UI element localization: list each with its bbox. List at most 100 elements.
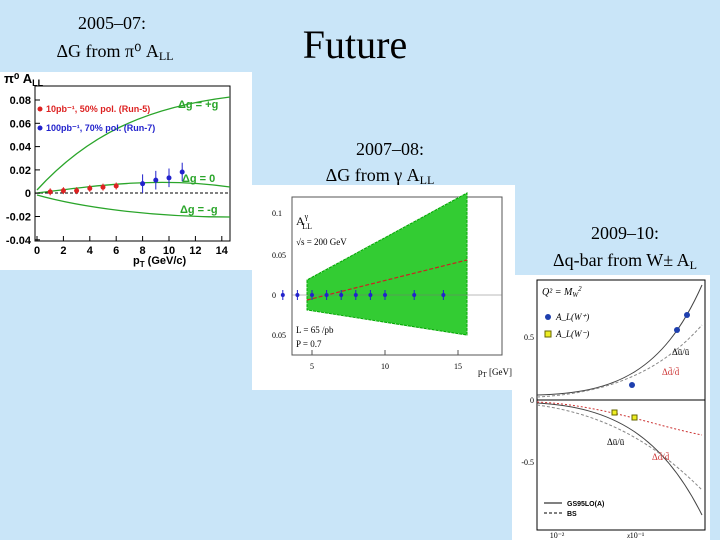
data-point bbox=[166, 175, 172, 181]
xlabel-rest: (GeV/c) bbox=[145, 255, 187, 267]
curve-label: Δg = +g bbox=[178, 99, 218, 111]
y-tick-label: 0 bbox=[530, 396, 534, 405]
plot-run5-7: π⁰ ALL Δg = +g Δg = 0 Δg = -g 10pb⁻¹, 50… bbox=[0, 71, 252, 270]
caption-text: ΔG from γ A bbox=[326, 165, 420, 185]
label: A bbox=[296, 214, 305, 228]
x-tick-label: 10 bbox=[381, 362, 389, 371]
plot-label: Q² = MW2 bbox=[542, 285, 582, 299]
model-label: GS95LO(A) bbox=[567, 501, 604, 508]
xlabel: p bbox=[478, 367, 483, 377]
label-sub: LL bbox=[302, 222, 312, 231]
legend-marker bbox=[544, 330, 552, 338]
x-tick-label: 10 bbox=[163, 245, 175, 257]
data-point bbox=[60, 188, 66, 194]
plot-bg bbox=[0, 72, 252, 270]
caption: Δq-bar from W± AL bbox=[553, 250, 697, 272]
slide-title: Future bbox=[303, 22, 407, 67]
annotation: Δū/ū bbox=[607, 437, 625, 447]
frame bbox=[291, 196, 503, 356]
legend-entry: 100pb⁻¹, 70% pol. (Run-7) bbox=[46, 123, 155, 133]
curve bbox=[36, 181, 231, 194]
data-point bbox=[339, 293, 344, 297]
data-point bbox=[441, 293, 446, 297]
decor-point bbox=[684, 312, 690, 318]
plot-w-boson: Q² = MW2 A_L(W⁺) A_L(W⁻) Δū/ū Δd̄/d̄ Δū/… bbox=[512, 275, 710, 540]
x-tick-label: 8 bbox=[140, 245, 146, 257]
annotation: Δd̄/d̄ bbox=[662, 367, 680, 377]
data-point bbox=[47, 189, 53, 195]
data-point bbox=[310, 293, 314, 297]
label-sup: γ bbox=[304, 212, 309, 221]
legend-entry: 10pb⁻¹, 50% pol. (Run-5) bbox=[46, 104, 150, 114]
data-point bbox=[368, 293, 373, 297]
curve bbox=[36, 96, 231, 191]
caption-sub: L bbox=[690, 258, 697, 272]
plot-photon: Aγ LL √s = 200 GeV L = 65 /pb P = 0.7 pT … bbox=[252, 185, 515, 390]
curve bbox=[536, 404, 703, 491]
energy: √s = 200 GeV bbox=[296, 237, 347, 247]
xlabel-sub: T bbox=[140, 260, 145, 269]
legend-marker bbox=[37, 125, 43, 131]
x-axis-label: pT [GeV] bbox=[478, 367, 512, 379]
frame bbox=[34, 85, 231, 242]
x-tick-label: 14 bbox=[216, 245, 229, 257]
decor-point bbox=[631, 414, 638, 421]
xlabel: p bbox=[133, 255, 140, 267]
decor-point bbox=[629, 382, 635, 388]
x-tick-label: 0 bbox=[34, 245, 40, 257]
label: π⁰ A bbox=[4, 71, 33, 86]
y-tick-label: 0.02 bbox=[10, 165, 31, 177]
x-tick-label: 10⁻² bbox=[550, 531, 565, 540]
xlabel-rest: [GeV] bbox=[487, 367, 512, 377]
x-tick-label: 2 bbox=[60, 245, 66, 257]
data-point bbox=[353, 293, 358, 297]
x-tick-label: 10⁻¹ bbox=[630, 531, 645, 540]
data-point bbox=[153, 177, 159, 183]
annotation: Δd̄/d̄ bbox=[652, 452, 670, 462]
data-point bbox=[324, 293, 329, 297]
x-tick-label: 12 bbox=[189, 245, 201, 257]
caption: ΔG from γ ALL bbox=[326, 165, 435, 187]
plot-bg bbox=[512, 275, 710, 540]
decor-point bbox=[674, 327, 680, 333]
data-point bbox=[100, 184, 106, 190]
data-point bbox=[74, 188, 80, 194]
y-tick-label: 0.5 bbox=[524, 333, 534, 342]
y-tick-label: 0.04 bbox=[10, 142, 32, 154]
y-tick-label: 0.05 bbox=[272, 251, 286, 260]
x-tick-label: 15 bbox=[454, 362, 462, 371]
curve bbox=[536, 324, 703, 398]
legend-marker bbox=[37, 106, 43, 112]
y-tick-label: 0 bbox=[25, 188, 31, 200]
plot-label: π⁰ ALL bbox=[4, 71, 44, 88]
curve bbox=[36, 194, 231, 218]
y-tick-label: 0.08 bbox=[10, 95, 31, 107]
y-tick-label: 0.1 bbox=[272, 209, 282, 218]
x-tick-label: 6 bbox=[113, 245, 119, 257]
polarization: P = 0.7 bbox=[296, 339, 322, 349]
caption-sub: LL bbox=[159, 49, 174, 63]
data-point bbox=[140, 181, 146, 187]
caption: ΔG from π⁰ ALL bbox=[56, 41, 173, 63]
data-point bbox=[179, 169, 185, 175]
x-axis-label: x bbox=[626, 532, 631, 540]
caption-text: ΔG from π⁰ A bbox=[56, 41, 158, 61]
y-tick-label: -0.04 bbox=[6, 235, 32, 247]
caption: 2005–07: bbox=[78, 13, 146, 33]
label-sub: LL bbox=[32, 78, 43, 88]
xlabel-sub: T bbox=[483, 371, 488, 379]
curve bbox=[306, 259, 468, 301]
label-sup: 2 bbox=[578, 285, 582, 293]
annotation: Δū/ū bbox=[672, 347, 690, 357]
y-tick-label: 0.05 bbox=[272, 331, 286, 340]
luminosity: L = 65 /pb bbox=[296, 325, 334, 335]
data-point bbox=[295, 293, 300, 297]
data-point bbox=[113, 183, 119, 189]
label-sub: W bbox=[572, 291, 579, 299]
caption-sub: LL bbox=[420, 173, 435, 187]
y-tick-label: -0.02 bbox=[6, 212, 31, 224]
data-point bbox=[383, 293, 387, 297]
legend-entry: A_L(W⁺) bbox=[555, 312, 589, 322]
